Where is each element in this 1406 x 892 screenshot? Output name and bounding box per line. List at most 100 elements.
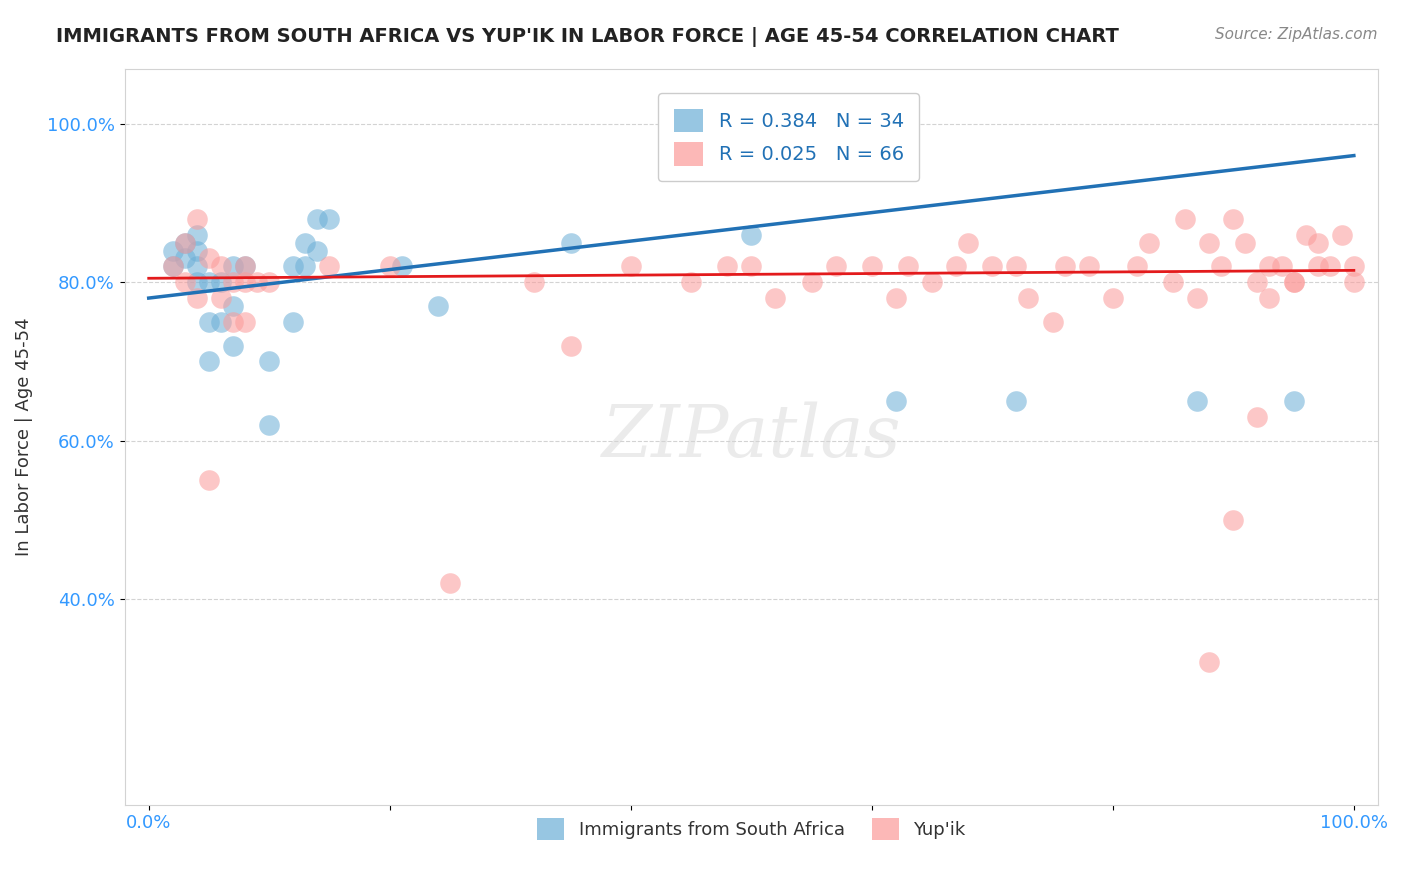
Point — [173, 275, 195, 289]
Point — [378, 260, 401, 274]
Point — [1282, 394, 1305, 409]
Point — [1246, 409, 1268, 424]
Point — [222, 315, 245, 329]
Point — [198, 354, 221, 368]
Point — [173, 252, 195, 266]
Point — [233, 275, 256, 289]
Point — [1185, 291, 1208, 305]
Point — [1005, 394, 1028, 409]
Point — [186, 211, 208, 226]
Point — [1126, 260, 1149, 274]
Point — [860, 260, 883, 274]
Point — [294, 260, 316, 274]
Y-axis label: In Labor Force | Age 45-54: In Labor Force | Age 45-54 — [15, 318, 32, 556]
Point — [716, 260, 738, 274]
Point — [740, 260, 762, 274]
Point — [1343, 275, 1365, 289]
Point — [1258, 291, 1281, 305]
Point — [173, 235, 195, 250]
Point — [620, 260, 643, 274]
Point — [257, 354, 280, 368]
Point — [897, 260, 920, 274]
Point — [1306, 235, 1329, 250]
Point — [186, 291, 208, 305]
Point — [198, 473, 221, 487]
Point — [318, 211, 340, 226]
Point — [1017, 291, 1039, 305]
Point — [198, 275, 221, 289]
Legend: R = 0.384   N = 34, R = 0.025   N = 66: R = 0.384 N = 34, R = 0.025 N = 66 — [658, 93, 920, 181]
Point — [318, 260, 340, 274]
Point — [209, 291, 232, 305]
Point — [222, 299, 245, 313]
Point — [1306, 260, 1329, 274]
Point — [209, 260, 232, 274]
Point — [1295, 227, 1317, 242]
Point — [1198, 655, 1220, 669]
Point — [233, 315, 256, 329]
Point — [740, 227, 762, 242]
Point — [1053, 260, 1076, 274]
Point — [198, 252, 221, 266]
Point — [560, 338, 582, 352]
Point — [186, 227, 208, 242]
Point — [1343, 260, 1365, 274]
Point — [198, 315, 221, 329]
Point — [294, 235, 316, 250]
Point — [800, 275, 823, 289]
Text: ZIPatlas: ZIPatlas — [602, 401, 901, 472]
Point — [173, 235, 195, 250]
Point — [246, 275, 269, 289]
Point — [1234, 235, 1257, 250]
Point — [884, 394, 907, 409]
Point — [186, 260, 208, 274]
Point — [307, 244, 329, 258]
Point — [222, 338, 245, 352]
Point — [1161, 275, 1184, 289]
Point — [439, 576, 461, 591]
Point — [257, 417, 280, 432]
Point — [162, 244, 184, 258]
Text: IMMIGRANTS FROM SOUTH AFRICA VS YUP'IK IN LABOR FORCE | AGE 45-54 CORRELATION CH: IMMIGRANTS FROM SOUTH AFRICA VS YUP'IK I… — [56, 27, 1119, 46]
Point — [1185, 394, 1208, 409]
Point — [763, 291, 786, 305]
Point — [884, 291, 907, 305]
Point — [981, 260, 1004, 274]
Point — [162, 260, 184, 274]
Point — [560, 235, 582, 250]
Point — [1042, 315, 1064, 329]
Point — [186, 275, 208, 289]
Point — [1137, 235, 1160, 250]
Point — [1005, 260, 1028, 274]
Point — [1222, 211, 1244, 226]
Point — [679, 275, 702, 289]
Point — [921, 275, 943, 289]
Point — [391, 260, 413, 274]
Point — [1077, 260, 1099, 274]
Point — [1211, 260, 1233, 274]
Point — [1282, 275, 1305, 289]
Point — [1198, 235, 1220, 250]
Point — [233, 260, 256, 274]
Point — [1246, 275, 1268, 289]
Point — [1282, 275, 1305, 289]
Point — [307, 211, 329, 226]
Point — [426, 299, 449, 313]
Point — [1270, 260, 1292, 274]
Point — [945, 260, 967, 274]
Point — [162, 260, 184, 274]
Point — [233, 260, 256, 274]
Point — [222, 275, 245, 289]
Point — [957, 235, 980, 250]
Point — [1330, 227, 1353, 242]
Point — [209, 315, 232, 329]
Point — [1222, 513, 1244, 527]
Point — [186, 244, 208, 258]
Text: Source: ZipAtlas.com: Source: ZipAtlas.com — [1215, 27, 1378, 42]
Point — [283, 260, 305, 274]
Point — [222, 260, 245, 274]
Point — [1258, 260, 1281, 274]
Point — [283, 315, 305, 329]
Point — [523, 275, 546, 289]
Point — [209, 275, 232, 289]
